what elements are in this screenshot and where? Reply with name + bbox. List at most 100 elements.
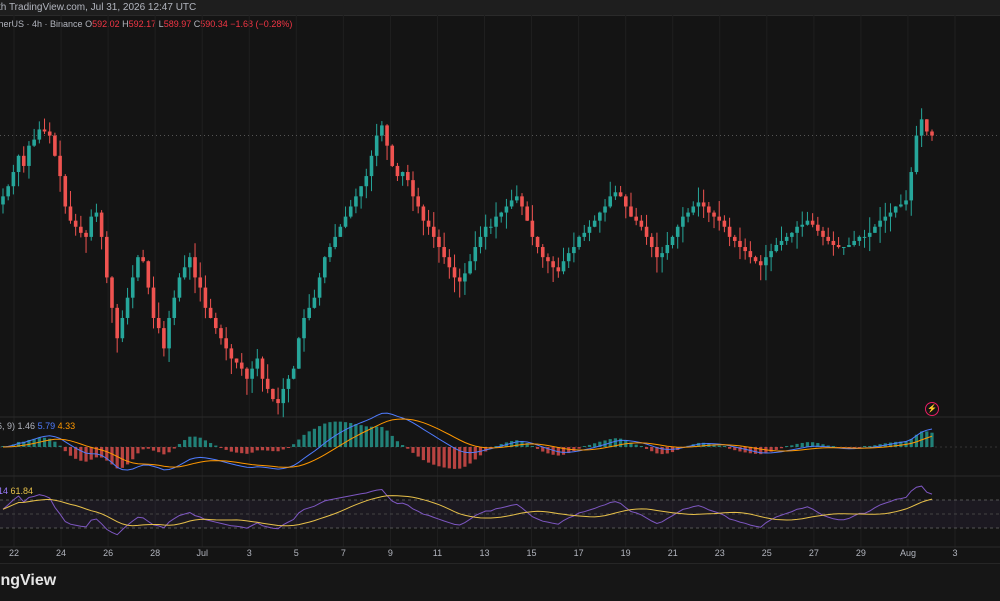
x-tick-label: 7 bbox=[341, 548, 346, 558]
macd-histogram-bar bbox=[484, 447, 488, 452]
candle-body bbox=[701, 202, 706, 207]
candle-body bbox=[566, 253, 571, 262]
candle-body bbox=[193, 257, 197, 278]
macd-histogram-bar bbox=[779, 447, 784, 449]
macd-histogram-bar bbox=[380, 427, 384, 447]
x-tick-label: 19 bbox=[621, 548, 631, 558]
published-header: th TradingView.com, Jul 31, 2026 12:47 U… bbox=[0, 0, 1000, 16]
candle-body bbox=[333, 236, 337, 248]
x-tick-label: 21 bbox=[668, 548, 678, 558]
candle-body bbox=[286, 378, 291, 389]
macd-histogram-bar bbox=[567, 447, 571, 454]
candle-body bbox=[99, 212, 104, 237]
macd-histogram-bar bbox=[634, 444, 638, 447]
candle-body bbox=[732, 236, 737, 241]
x-tick-label: 26 bbox=[103, 548, 113, 558]
macd-histogram-bar bbox=[84, 447, 88, 462]
rsi-ma-line bbox=[2, 495, 933, 527]
candle-body bbox=[68, 206, 73, 221]
lightning-icon[interactable]: ⚡ bbox=[925, 402, 939, 416]
candle-body bbox=[125, 297, 130, 318]
macd-histogram-bar bbox=[286, 447, 291, 448]
macd-histogram-bar bbox=[276, 447, 280, 452]
macd-histogram-bar bbox=[375, 426, 379, 447]
candle-body bbox=[151, 287, 156, 318]
candle-body bbox=[234, 358, 239, 363]
macd-histogram-bar bbox=[312, 428, 316, 447]
macd-histogram-bar bbox=[136, 447, 140, 454]
macd-histogram-bar bbox=[914, 434, 919, 447]
candle-body bbox=[390, 145, 395, 166]
macd-histogram-bar bbox=[447, 447, 451, 469]
x-tick-label: 17 bbox=[574, 548, 584, 558]
macd-histogram-bar bbox=[281, 447, 285, 450]
candle-body bbox=[899, 204, 903, 207]
macd-histogram-bar bbox=[655, 447, 659, 454]
candle-body bbox=[21, 155, 26, 166]
candle-body bbox=[618, 192, 623, 197]
high-key: H bbox=[122, 19, 129, 29]
candle-body bbox=[411, 180, 415, 197]
candle-body bbox=[468, 261, 472, 274]
macd-histogram-bar bbox=[297, 439, 301, 447]
macd-histogram-bar bbox=[188, 436, 192, 447]
macd-histogram-bar bbox=[16, 441, 21, 447]
macd-histogram-bar bbox=[816, 443, 820, 447]
candle-body bbox=[447, 257, 452, 268]
candle-body bbox=[784, 236, 789, 241]
rsi-ma-value: 61.84 bbox=[10, 486, 34, 496]
macd-histogram-bar bbox=[203, 440, 208, 447]
x-tick-label: 13 bbox=[479, 548, 489, 558]
candle-body bbox=[873, 226, 877, 233]
macd-histogram-bar bbox=[862, 446, 867, 447]
macd-histogram-bar bbox=[888, 442, 893, 447]
macd-histogram-bar bbox=[520, 440, 524, 447]
macd-histogram-bar bbox=[94, 447, 99, 458]
candle-body bbox=[883, 216, 888, 221]
macd-histogram-bar bbox=[151, 447, 156, 451]
candle-body bbox=[686, 212, 690, 217]
candle-body bbox=[722, 220, 727, 227]
candle-body bbox=[577, 236, 581, 248]
candle-body bbox=[94, 212, 99, 217]
candle-body bbox=[245, 368, 249, 379]
macd-histogram-bar bbox=[120, 447, 124, 468]
candle-body bbox=[608, 196, 613, 207]
macd-histogram-bar bbox=[525, 443, 529, 447]
candle-body bbox=[364, 176, 369, 187]
candle-body bbox=[893, 206, 898, 213]
candle-body bbox=[369, 155, 374, 177]
macd-histogram-bar bbox=[74, 447, 78, 459]
macd-histogram-bar bbox=[333, 421, 337, 447]
candle-body bbox=[354, 196, 358, 207]
candle-body bbox=[421, 206, 426, 221]
macd-histogram-bar bbox=[234, 447, 239, 453]
macd-histogram-bar bbox=[515, 440, 519, 447]
macd-histogram-bar bbox=[873, 445, 877, 447]
candle-body bbox=[841, 247, 846, 249]
macd-histogram-bar bbox=[266, 447, 270, 451]
candle-body bbox=[691, 206, 696, 213]
macd-histogram-bar bbox=[805, 442, 810, 447]
x-tick-label: Jul bbox=[196, 548, 208, 558]
macd-histogram-bar bbox=[930, 432, 934, 447]
candle-body bbox=[53, 135, 57, 156]
macd-histogram-bar bbox=[556, 447, 560, 456]
macd-histogram-bar bbox=[302, 434, 306, 447]
macd-histogram-bar bbox=[432, 447, 436, 465]
ohlc-legend: therUS · 4h · Binance O592.02 H592.17 L5… bbox=[0, 19, 292, 29]
macd-histogram-bar bbox=[110, 447, 114, 465]
macd-histogram-bar bbox=[696, 442, 701, 447]
candle-body bbox=[271, 388, 275, 400]
candle-body bbox=[317, 277, 322, 298]
macd-histogram-bar bbox=[561, 447, 566, 455]
macd-histogram-bar bbox=[650, 447, 654, 452]
candle-body bbox=[831, 240, 836, 245]
candle-body bbox=[556, 267, 561, 272]
price-chart[interactable]: 22 24 26 28 Jul 3 5 7 9 11 13 15 17 19 21 23 25 27 29 Aug 3 bbox=[0, 15, 1000, 563]
candle-body bbox=[395, 165, 400, 177]
macd-histogram-bar bbox=[468, 447, 472, 464]
candle-body bbox=[281, 388, 286, 404]
macd-histogram-bar bbox=[535, 447, 540, 449]
candle-body bbox=[203, 287, 208, 308]
